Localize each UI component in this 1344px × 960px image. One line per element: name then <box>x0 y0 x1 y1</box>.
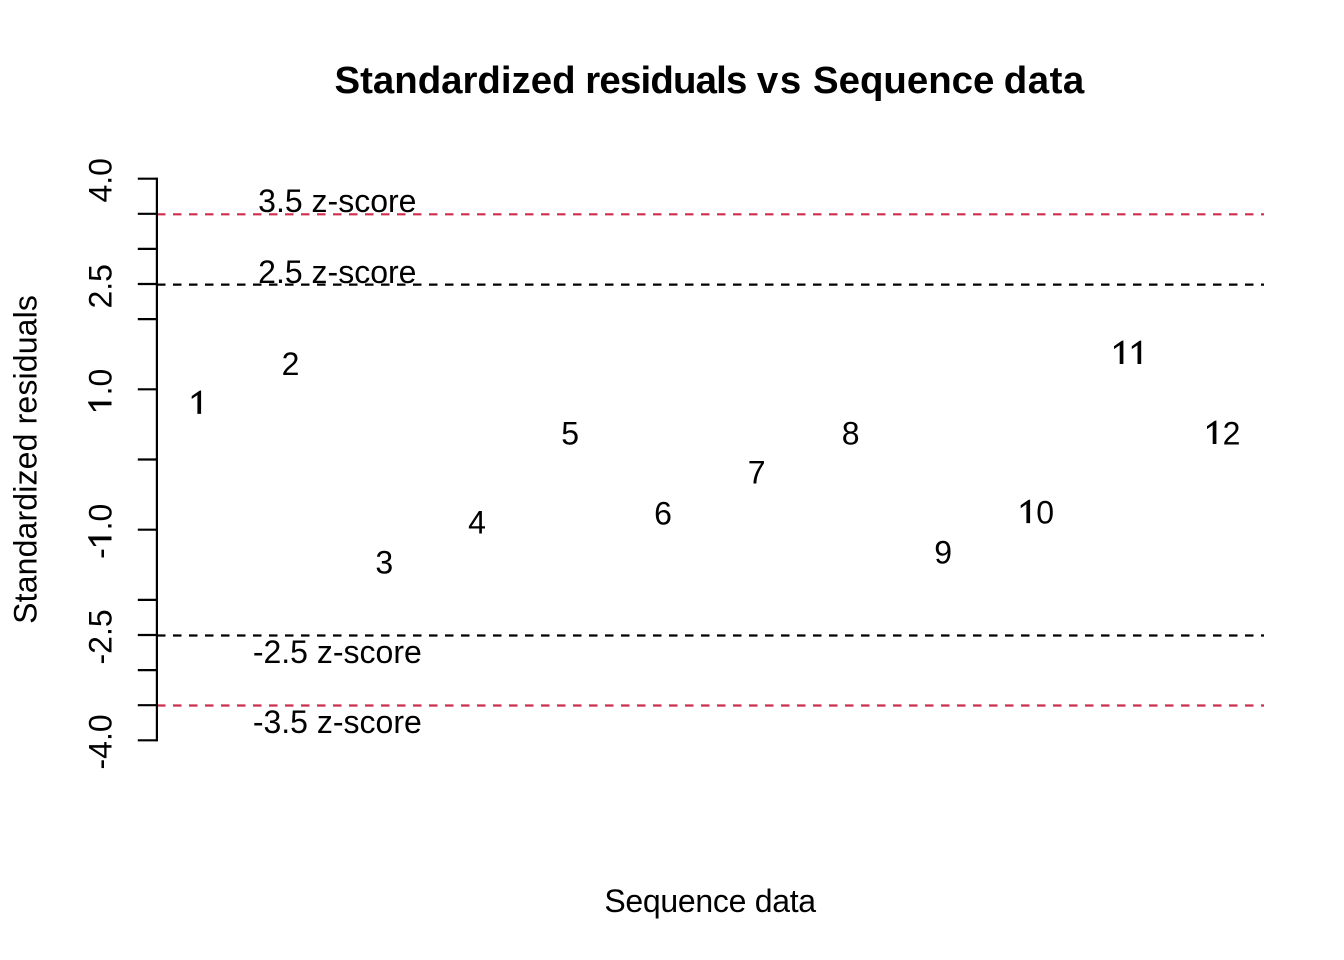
svg-text:4.0: 4.0 <box>83 158 119 202</box>
svg-text:5: 5 <box>561 416 579 452</box>
svg-text:9: 9 <box>934 535 952 571</box>
svg-text:Standardized: Standardized <box>335 59 576 102</box>
svg-text:2: 2 <box>1223 416 1241 452</box>
svg-text:Sequence: Sequence <box>813 59 994 102</box>
svg-text:vs: vs <box>757 59 803 102</box>
svg-text:residuals: residuals <box>585 59 746 102</box>
svg-text:-2.5 z-score: -2.5 z-score <box>253 634 422 670</box>
svg-text:.0: .0 <box>83 504 119 531</box>
svg-text:8: 8 <box>842 416 860 452</box>
svg-text:-: - <box>83 548 119 559</box>
svg-text:2: 2 <box>282 346 300 382</box>
svg-text:3.5 z-score: 3.5 z-score <box>258 183 416 219</box>
svg-text:-2.5: -2.5 <box>83 609 119 664</box>
svg-text:2.5: 2.5 <box>83 264 119 308</box>
svg-text:4: 4 <box>468 504 486 540</box>
svg-text:7: 7 <box>748 455 766 491</box>
svg-text:Standardized residuals: Standardized residuals <box>7 295 43 624</box>
svg-text:Sequence data: Sequence data <box>604 883 816 919</box>
svg-text:-4.0: -4.0 <box>83 714 119 769</box>
svg-text:6: 6 <box>654 495 672 531</box>
svg-text:.0: .0 <box>83 369 119 396</box>
svg-text:-3.5 z-score: -3.5 z-score <box>253 704 422 740</box>
svg-text:0: 0 <box>1036 495 1054 531</box>
svg-text:data: data <box>1004 59 1085 102</box>
svg-text:2.5 z-score: 2.5 z-score <box>258 254 416 290</box>
svg-text:3: 3 <box>375 544 393 580</box>
